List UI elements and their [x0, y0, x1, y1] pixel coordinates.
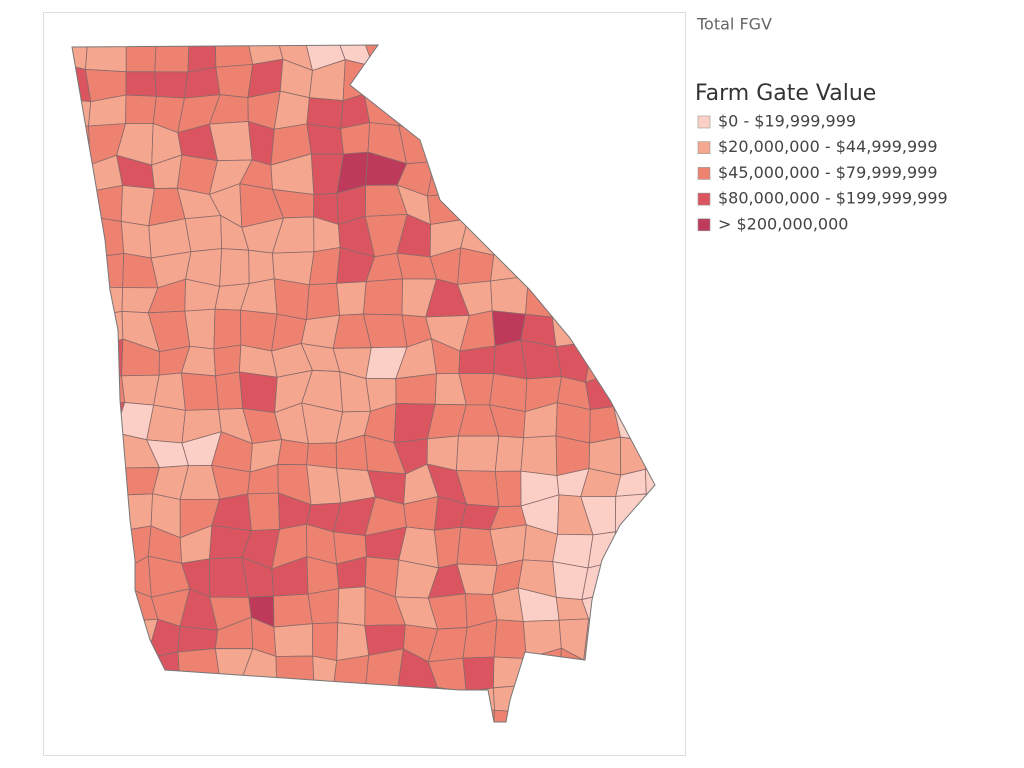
county [493, 619, 527, 660]
county [240, 309, 278, 352]
county [213, 344, 242, 377]
county [494, 435, 525, 472]
county [125, 71, 157, 97]
legend-swatch [697, 167, 711, 180]
state-outline [71, 44, 656, 723]
county [336, 622, 370, 662]
county [458, 345, 496, 374]
county [154, 71, 189, 99]
legend-swatch [697, 192, 711, 206]
county [215, 63, 254, 99]
county [362, 278, 404, 316]
county [219, 248, 250, 287]
county [125, 94, 157, 125]
county [336, 281, 367, 316]
county [120, 220, 152, 259]
county [248, 249, 275, 285]
county [247, 492, 280, 532]
county [184, 215, 223, 253]
legend-label: $80,000,000 - $199,999,999 [718, 189, 948, 208]
county [146, 404, 186, 444]
county [306, 464, 342, 506]
county [306, 442, 338, 469]
county [433, 526, 462, 569]
legend-label: $0 - $19,999,999 [718, 112, 856, 131]
county [247, 120, 275, 166]
county [148, 218, 192, 259]
county [520, 435, 558, 477]
county [306, 123, 345, 155]
county [308, 247, 341, 286]
legend-label: $45,000,000 - $79,999,999 [718, 163, 938, 182]
county [273, 623, 314, 657]
county [215, 371, 244, 410]
county [277, 439, 309, 466]
county [273, 90, 310, 130]
county [180, 372, 220, 411]
legend-title: Farm Gate Value [695, 81, 876, 106]
county [273, 593, 313, 628]
county [238, 371, 278, 414]
county [121, 374, 160, 406]
legend-swatch [697, 115, 711, 129]
legend-label: $20,000,000 - $44,999,999 [718, 137, 938, 156]
county [340, 122, 371, 155]
legend-swatch [697, 218, 711, 232]
county [273, 278, 310, 321]
county [362, 313, 408, 349]
county [462, 656, 495, 693]
legend-label: > $200,000,000 [718, 214, 848, 233]
legend-swatch [697, 141, 711, 154]
county [455, 435, 500, 472]
county [153, 372, 186, 411]
county [395, 373, 437, 405]
county [494, 470, 522, 508]
map-title: Total FGV [696, 15, 772, 34]
legend: $0 - $19,999,999 $20,000,000 - $44,999,99… [697, 112, 948, 233]
county [305, 282, 341, 321]
county [312, 622, 339, 662]
county [306, 97, 344, 129]
county [645, 468, 655, 499]
county [213, 308, 242, 350]
county [184, 308, 216, 350]
county [209, 121, 253, 162]
county [177, 625, 219, 653]
county [337, 586, 366, 626]
county [184, 66, 221, 99]
county [307, 588, 340, 625]
